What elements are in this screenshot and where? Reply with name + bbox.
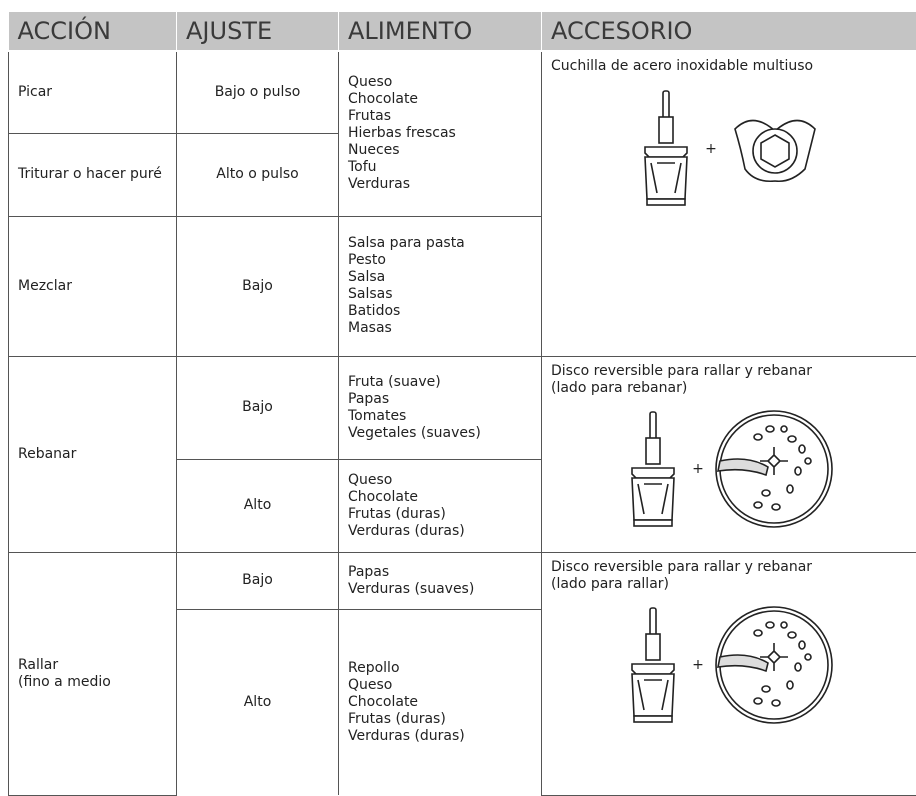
food-item: Verduras (duras) — [348, 523, 532, 540]
food-item: Hierbas frescas — [348, 125, 532, 142]
plus-sign: + — [692, 657, 704, 674]
drive-shaft-icon — [637, 89, 695, 209]
action-text: (fino a medio — [18, 674, 167, 691]
setting-cell: Alto — [177, 609, 339, 795]
food-item: Salsa para pasta — [348, 235, 532, 252]
action-cell: Triturar o hacer puré — [9, 133, 177, 216]
plus-sign: + — [705, 141, 717, 158]
food-item: Repollo — [348, 660, 532, 677]
accessory-text: Disco reversible para rallar y rebanar — [551, 559, 909, 576]
food-item: Frutas (duras) — [348, 506, 532, 523]
accessory-text: (lado para rallar) — [551, 576, 909, 593]
action-text: Triturar o hacer puré — [18, 166, 167, 183]
food-item: Verduras (duras) — [348, 728, 532, 745]
column-header: ACCESORIO — [542, 12, 916, 51]
food-item: Queso — [348, 74, 532, 91]
action-cell: Rebanar — [9, 356, 177, 552]
food-item: Chocolate — [348, 694, 532, 711]
action-text: Rallar — [18, 657, 167, 674]
plus-sign: + — [692, 461, 704, 478]
food-item: Salsas — [348, 286, 532, 303]
action-cell: Picar — [9, 51, 177, 133]
food-item: Nueces — [348, 142, 532, 159]
action-text: Mezclar — [18, 278, 167, 295]
action-text: Rebanar — [18, 446, 167, 463]
action-text: Picar — [18, 84, 167, 101]
action-cell: Mezclar — [9, 216, 177, 356]
food-item: Queso — [348, 677, 532, 694]
food-item: Vegetales (suaves) — [348, 425, 532, 442]
food-item: Papas — [348, 564, 532, 581]
column-header: ALIMENTO — [339, 12, 542, 51]
accessory-text: (lado para rebanar) — [551, 380, 909, 397]
drive-shaft-icon — [624, 410, 682, 530]
blade-icon — [727, 109, 823, 189]
drive-shaft-icon — [624, 606, 682, 726]
food-item: Verduras — [348, 176, 532, 193]
setting-cell: Bajo — [177, 552, 339, 609]
disc-icon — [714, 409, 836, 531]
column-header: AJUSTE — [177, 12, 339, 51]
food-item: Frutas (duras) — [348, 711, 532, 728]
setting-cell: Bajo — [177, 216, 339, 356]
food-item: Masas — [348, 320, 532, 337]
accessory-illustration: + — [551, 409, 909, 531]
accessory-illustration: + — [551, 605, 909, 727]
accessory-cell: Disco reversible para rallar y rebanar(l… — [542, 552, 916, 795]
food-item: Batidos — [348, 303, 532, 320]
setting-cell: Alto — [177, 459, 339, 552]
food-item: Tofu — [348, 159, 532, 176]
action-cell: Rallar(fino a medio — [9, 552, 177, 795]
food-item: Papas — [348, 391, 532, 408]
accessory-illustration: + — [551, 89, 909, 209]
disc-icon — [714, 605, 836, 727]
food-item: Pesto — [348, 252, 532, 269]
food-item: Tomates — [348, 408, 532, 425]
food-item: Chocolate — [348, 91, 532, 108]
column-header: ACCIÓN — [9, 12, 177, 51]
food-item: Fruta (suave) — [348, 374, 532, 391]
food-item: Chocolate — [348, 489, 532, 506]
setting-cell: Bajo — [177, 356, 339, 459]
food-item: Verduras (suaves) — [348, 581, 532, 598]
food-item: Queso — [348, 472, 532, 489]
accessory-text: Disco reversible para rallar y rebanar — [551, 363, 909, 380]
setting-cell: Alto o pulso — [177, 133, 339, 216]
setting-cell: Bajo o pulso — [177, 51, 339, 133]
food-item: Salsa — [348, 269, 532, 286]
accessory-cell: Disco reversible para rallar y rebanar(l… — [542, 356, 916, 552]
accessory-cell: Cuchilla de acero inoxidable multiuso + — [542, 51, 916, 356]
food-item: Frutas — [348, 108, 532, 125]
accessory-text: Cuchilla de acero inoxidable multiuso — [551, 58, 909, 75]
